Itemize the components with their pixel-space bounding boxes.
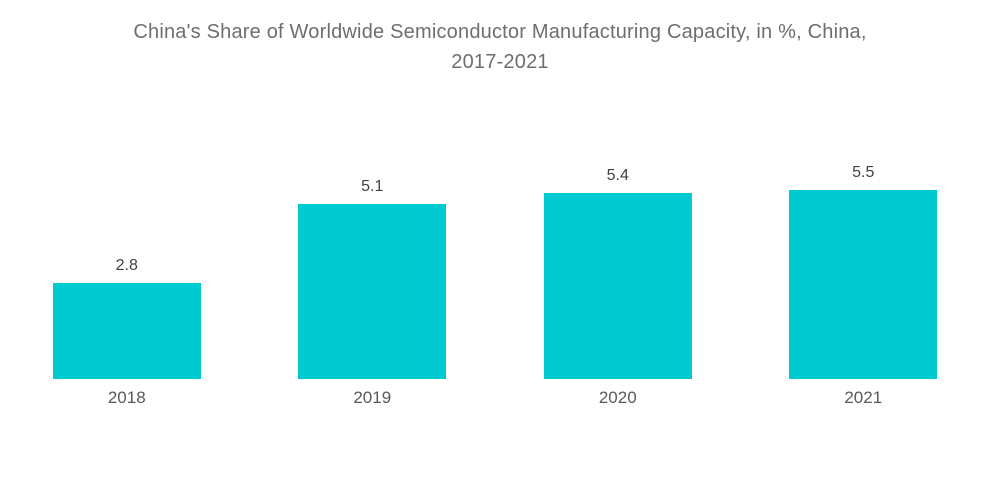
bar-value-label: 5.1 xyxy=(361,178,384,195)
chart-title-line1: China's Share of Worldwide Semiconductor… xyxy=(133,21,867,43)
category-label: 2019 xyxy=(353,388,392,407)
bar-group: 5.4 2020 xyxy=(495,150,741,408)
bar-value-label: 2.8 xyxy=(115,257,138,274)
category-label: 2021 xyxy=(844,388,883,407)
category-label: 2020 xyxy=(598,388,637,407)
bar-chart: 2.8 2018 5.1 2019 5.4 2020 5.5 2021 xyxy=(4,150,986,408)
bar-group: 5.5 2021 xyxy=(741,150,987,408)
chart-title-line2: 2017-2021 xyxy=(451,51,549,73)
bar-value-label: 5.5 xyxy=(852,164,875,181)
bar-value-label: 5.4 xyxy=(606,167,629,184)
bar-2018[interactable] xyxy=(52,283,201,379)
category-label: 2018 xyxy=(107,388,146,407)
bar-group: 2.8 2018 xyxy=(4,150,250,408)
bar-2021[interactable] xyxy=(789,190,938,379)
bar-group: 5.1 2019 xyxy=(250,150,496,408)
bar-2019[interactable] xyxy=(298,204,447,379)
chart-title: China's Share of Worldwide Semiconductor… xyxy=(0,17,1000,77)
bar-2020[interactable] xyxy=(543,193,692,379)
